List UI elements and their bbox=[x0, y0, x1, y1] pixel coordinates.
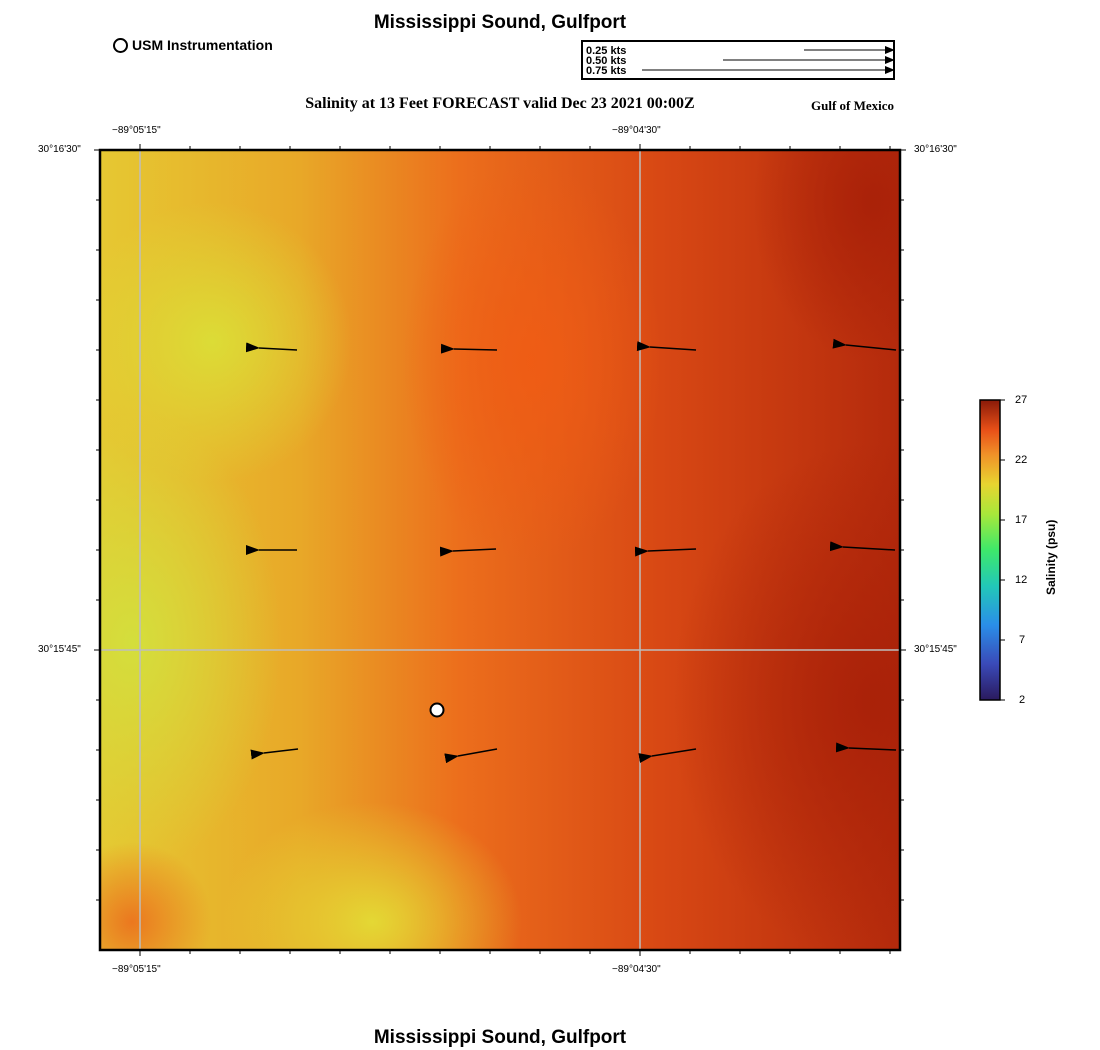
colorbar-tick-7: 7 bbox=[1019, 634, 1026, 646]
colorbar bbox=[979, 399, 1005, 701]
current-vector bbox=[634, 546, 697, 557]
speed-scale-label-2: 0.50 kts bbox=[586, 55, 627, 67]
lat-label-right-1: 30°16'30" bbox=[914, 144, 957, 155]
current-vector bbox=[636, 341, 697, 352]
colorbar-tick-12: 12 bbox=[1015, 574, 1028, 586]
lon-label-top-2: −89°04'30" bbox=[612, 125, 661, 136]
speed-scale-label-3: 0.75 kts bbox=[586, 65, 627, 77]
current-vector bbox=[440, 343, 498, 354]
current-vector bbox=[835, 742, 897, 753]
colorbar-tick-27: 27 bbox=[1015, 394, 1028, 406]
lon-label-top-1: −89°05'15" bbox=[112, 125, 161, 136]
current-vector bbox=[439, 546, 497, 557]
region-label: Gulf of Mexico bbox=[811, 98, 895, 113]
colorbar-ramp bbox=[979, 399, 1001, 701]
current-vector bbox=[250, 748, 299, 760]
frame-ticks bbox=[94, 144, 906, 956]
current-vectors bbox=[245, 338, 897, 764]
lat-label-right-2: 30°15'45" bbox=[914, 644, 957, 655]
speed-scale-box: 0.25 kts 0.50 kts 0.75 kts bbox=[581, 40, 895, 80]
colorbar-tick-22: 22 bbox=[1015, 454, 1028, 466]
marker-legend: USM Instrumentation bbox=[113, 37, 273, 53]
footer-title: Mississippi Sound, Gulfport bbox=[373, 1027, 627, 1048]
lat-label-left-2: 30°15'45" bbox=[38, 644, 81, 655]
colorbar-tick-17: 17 bbox=[1015, 514, 1028, 526]
lon-label-bottom-1: −89°05'15" bbox=[112, 964, 161, 975]
marker-legend-label: USM Instrumentation bbox=[132, 37, 273, 53]
current-vector bbox=[444, 748, 498, 764]
map-title: Mississippi Sound, Gulfport bbox=[373, 12, 627, 33]
current-vector bbox=[829, 541, 896, 552]
instrument-marker-icon bbox=[113, 37, 128, 53]
colorbar-tick-2: 2 bbox=[1019, 694, 1026, 706]
colorbar-title: Salinity (psu) bbox=[1044, 519, 1058, 595]
current-vector bbox=[832, 338, 897, 351]
lon-label-bottom-2: −89°04'30" bbox=[612, 964, 661, 975]
instrument-marker bbox=[429, 702, 445, 718]
salinity-map bbox=[94, 144, 906, 956]
current-vector bbox=[638, 748, 697, 763]
speed-scale-label-1: 0.25 kts bbox=[586, 45, 627, 57]
current-vector bbox=[245, 342, 298, 353]
lat-label-left-1: 30°16'30" bbox=[38, 144, 81, 155]
map-subtitle: Salinity at 13 Feet FORECAST valid Dec 2… bbox=[305, 95, 695, 112]
speed-scale-arrows bbox=[642, 46, 893, 74]
